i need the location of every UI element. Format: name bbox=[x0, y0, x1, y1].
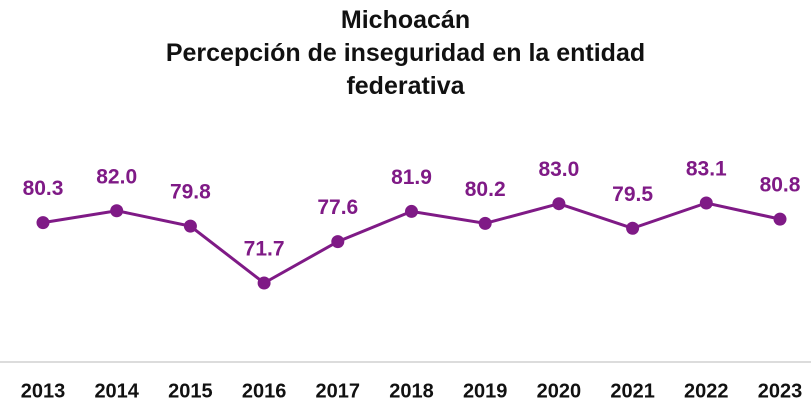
point bbox=[773, 212, 787, 226]
x-tick-label: 2020 bbox=[537, 380, 582, 402]
value-label: 81.9 bbox=[391, 166, 432, 189]
point bbox=[36, 216, 50, 230]
point bbox=[552, 197, 566, 211]
point bbox=[331, 235, 345, 249]
x-tick-label: 2016 bbox=[242, 380, 287, 402]
point bbox=[405, 204, 418, 218]
point bbox=[110, 204, 124, 218]
x-tick-label: 2013 bbox=[21, 380, 66, 402]
point bbox=[626, 221, 640, 235]
point bbox=[183, 219, 197, 233]
point bbox=[257, 276, 271, 290]
x-tick-label: 2023 bbox=[758, 380, 803, 402]
x-tick-label: 2019 bbox=[463, 380, 508, 402]
value-label: 80.3 bbox=[23, 177, 64, 200]
x-tick-label: 2018 bbox=[389, 380, 434, 402]
value-label: 80.2 bbox=[465, 178, 506, 201]
value-label: 79.5 bbox=[612, 183, 653, 206]
titles: Michoacán Percepción de inseguridad en l… bbox=[0, 4, 811, 103]
value-label: 80.8 bbox=[760, 174, 801, 197]
value-label: 83.0 bbox=[538, 158, 579, 181]
point bbox=[699, 196, 713, 210]
x-tick-label: 2017 bbox=[316, 380, 361, 402]
value-label: 71.7 bbox=[244, 238, 285, 261]
x-tick-label: 2022 bbox=[684, 380, 729, 402]
x-tick-label: 2021 bbox=[610, 380, 655, 402]
chart-title: Michoacán bbox=[340, 6, 471, 34]
x-tick-label: 2014 bbox=[94, 380, 139, 402]
point bbox=[478, 216, 492, 230]
x-tick-label: 2015 bbox=[168, 380, 213, 402]
value-label: 83.1 bbox=[686, 158, 727, 181]
value-label: 79.8 bbox=[170, 181, 211, 204]
chart-subtitle: Percepción de inseguridad en la entidad … bbox=[165, 39, 646, 100]
value-label: 77.6 bbox=[317, 196, 358, 219]
value-label: 82.0 bbox=[96, 165, 137, 188]
